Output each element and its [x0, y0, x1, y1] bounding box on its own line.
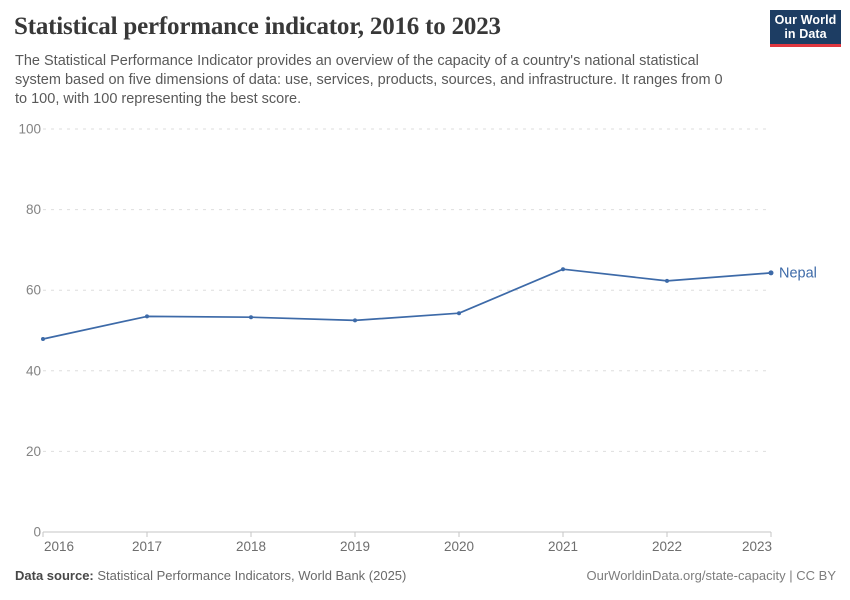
data-source-note: Data source: Statistical Performance Ind…	[15, 568, 406, 583]
x-tick-label: 2019	[340, 539, 370, 554]
owid-url-license-link[interactable]: OurWorldinData.org/state-capacity | CC B…	[586, 568, 836, 583]
series-label-nepal: Nepal	[779, 265, 817, 281]
data-point	[768, 270, 774, 276]
page-title: Statistical performance indicator, 2016 …	[14, 13, 501, 40]
data-line-nepal	[42, 268, 772, 340]
owid-logo-line2: in Data	[784, 27, 827, 41]
x-tick-label: 2018	[236, 539, 266, 554]
y-tick-label: 20	[26, 444, 41, 459]
data-point	[41, 337, 45, 341]
x-tick-label: 2017	[132, 539, 162, 554]
data-point	[665, 278, 669, 283]
data-point	[457, 311, 461, 316]
data-source-label: Data source:	[15, 568, 94, 583]
x-tick-label: 2021	[548, 539, 578, 554]
owid-logo[interactable]: Our World in Data	[770, 10, 841, 47]
data-point	[353, 318, 357, 323]
x-tick-label: 2022	[652, 539, 682, 554]
chart-subtitle: The Statistical Performance Indicator pr…	[15, 53, 723, 107]
data-source-text: Statistical Performance Indicators, Worl…	[93, 568, 407, 583]
y-tick-label: 0	[33, 525, 41, 540]
data-point	[145, 314, 149, 319]
data-point	[249, 315, 253, 320]
y-tick-label: 100	[18, 122, 41, 137]
data-point	[561, 267, 565, 272]
owid-logo-line1: Our World	[774, 13, 837, 27]
y-tick-label: 40	[26, 363, 41, 378]
x-tick-label: 2023	[742, 539, 772, 554]
y-tick-label: 60	[26, 283, 41, 298]
y-tick-label: 80	[26, 202, 41, 217]
x-tick-label: 2016	[44, 539, 74, 554]
x-tick-label: 2020	[444, 539, 474, 554]
chart-footer: Data source: Statistical Performance Ind…	[15, 568, 836, 583]
